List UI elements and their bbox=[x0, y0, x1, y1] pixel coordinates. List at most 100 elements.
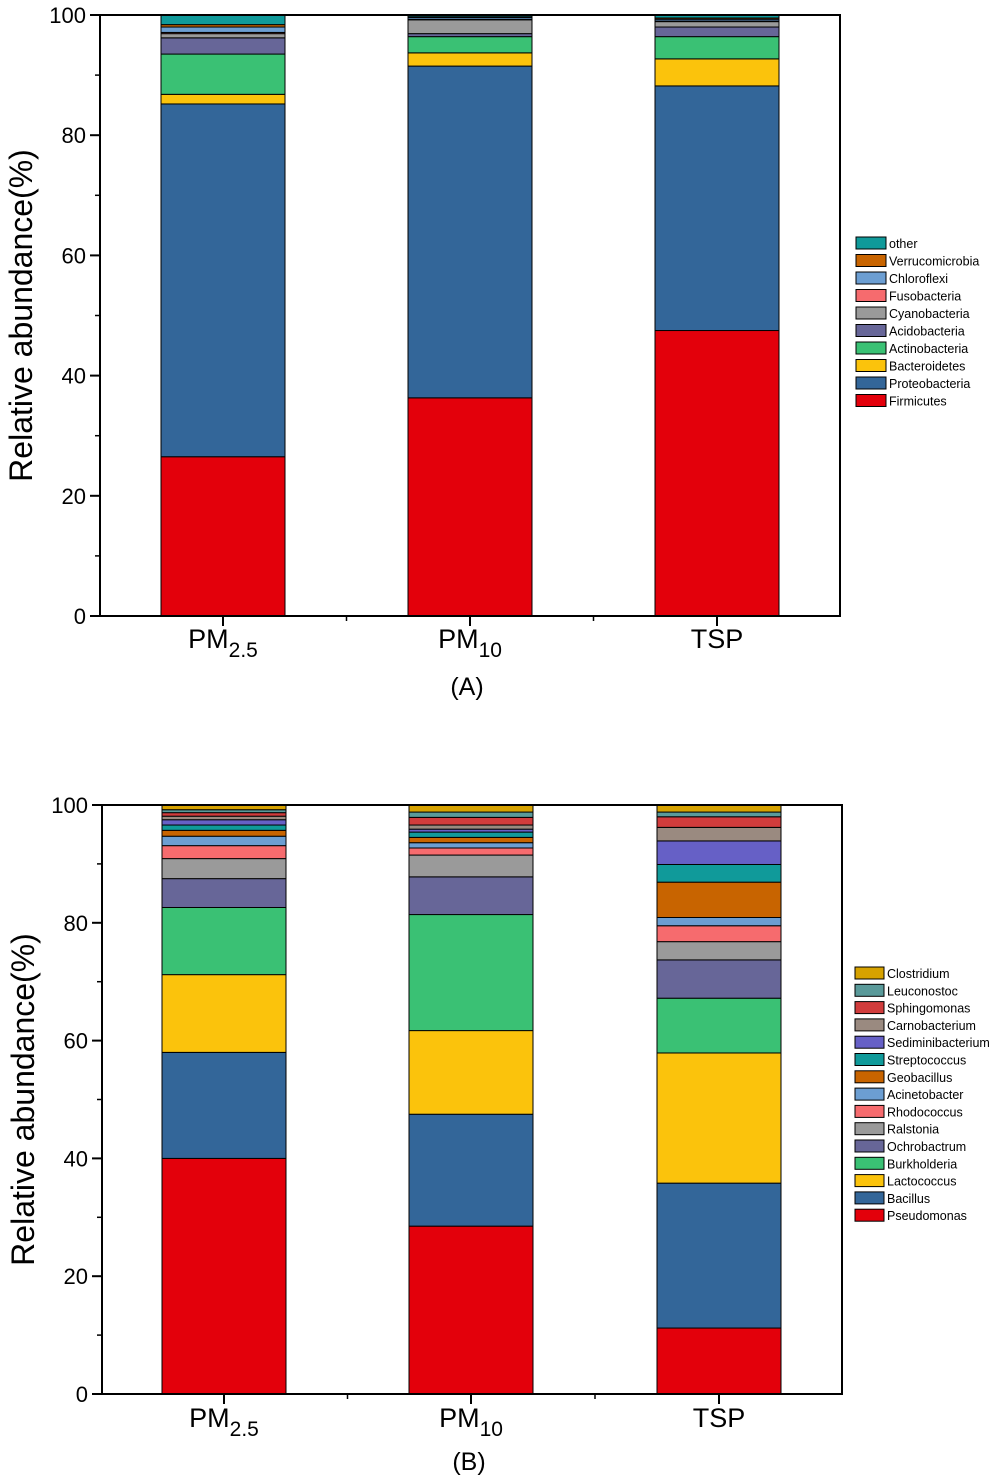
panel-b-bar-pm2-5-lactococcus bbox=[161, 974, 287, 1053]
panel-b-bar-tsp-lactococcus bbox=[656, 1052, 782, 1184]
panel-a-bar-pm10-proteobacteria bbox=[407, 65, 533, 399]
panel-b-bar-tsp-streptococcus bbox=[656, 863, 782, 883]
panel-a-bar-pm2-5-firmicutes bbox=[160, 456, 286, 617]
panel-a-legend-label-actinobacteria: Actinobacteria bbox=[889, 342, 968, 356]
panel-b-x-label-base: PM bbox=[189, 1403, 230, 1433]
panel-a-legend-swatch-firmicutes bbox=[855, 394, 887, 407]
panel-b-x-label-tsp: TSP bbox=[693, 1403, 746, 1433]
panel-a-bar-pm2-5-acidobacteria bbox=[160, 37, 286, 55]
panel-b-y-axis-title: Relative abundance(%) bbox=[5, 933, 41, 1266]
panel-b-y-tick-label-40: 40 bbox=[64, 1146, 88, 1171]
panel-a-legend-swatch-verrucomicrobia bbox=[855, 254, 887, 267]
panel-b-bar-pm10-clostridium bbox=[408, 804, 534, 813]
panel-b-legend-swatch-rhodococcus bbox=[854, 1104, 885, 1118]
panel-a-x-label-sub: 2.5 bbox=[229, 639, 258, 662]
panel-b-bar-pm2-5-rhodococcus bbox=[161, 845, 287, 860]
panel-b-y-tick-label-20: 20 bbox=[64, 1264, 88, 1289]
panel-b-legend-swatch-sphingomonas bbox=[854, 1001, 885, 1015]
panel-a-legend-label-other: other bbox=[889, 237, 918, 251]
panel-a-y-tick-label-0: 0 bbox=[74, 604, 86, 629]
panel-b-legend-label-ochrobactrum: Ochrobactrum bbox=[887, 1140, 966, 1154]
panel-b-y-tick-label-80: 80 bbox=[64, 911, 88, 936]
panel-b-bar-pm10-burkholderia bbox=[408, 914, 534, 1032]
panel-b-bar-pm2-5-sphingomonas bbox=[161, 812, 287, 817]
panel-b-legend-label-rhodococcus: Rhodococcus bbox=[887, 1105, 963, 1119]
panel-b-bar-tsp-rhodococcus bbox=[656, 925, 782, 943]
panel-b-legend-swatch-streptococcus bbox=[854, 1053, 885, 1066]
panel-a-bar-tsp-acidobacteria bbox=[654, 26, 780, 38]
panel-a-bar-pm2-5-other bbox=[160, 14, 286, 26]
panel-a-y-tick-label-100: 100 bbox=[49, 3, 86, 28]
panel-a-bar-tsp-actinobacteria bbox=[654, 36, 780, 60]
panel-a-x-label-base: PM bbox=[188, 624, 229, 654]
panel-a-bar-tsp-proteobacteria bbox=[654, 85, 780, 332]
panel-a-legend-label-fusobacteria: Fusobacteria bbox=[889, 290, 961, 304]
panel-b-legend-swatch-leuconostoc bbox=[854, 983, 885, 997]
panel-a-legend-swatch-cyanobacteria bbox=[855, 306, 887, 320]
panel-a-bar-pm2-5-cyanobacteria bbox=[160, 33, 286, 39]
panel-a-bar-pm2-5-chloroflexi bbox=[160, 26, 286, 33]
panel-b-bar-tsp-bacillus bbox=[656, 1182, 782, 1329]
panel-b-bar-pm10-ralstonia bbox=[408, 854, 534, 878]
panel-b-legend-swatch-carnobacterium bbox=[854, 1018, 885, 1032]
panel-b-panel-label: (B) bbox=[452, 1448, 485, 1476]
panel-b-legend-label-ralstonia: Ralstonia bbox=[887, 1123, 939, 1137]
panel-b-legend-label-geobacillus: Geobacillus bbox=[887, 1071, 952, 1085]
panel-b-bar-pm10-pseudomonas bbox=[408, 1225, 534, 1395]
panel-a-panel-label: (A) bbox=[450, 673, 483, 701]
panel-a-legend-label-proteobacteria: Proteobacteria bbox=[889, 377, 970, 391]
panel-a-legend-swatch-actinobacteria bbox=[855, 341, 887, 355]
panel-b-bar-pm10-ochrobactrum bbox=[408, 876, 534, 916]
panel-b-x-label-pm10: PM10 bbox=[439, 1403, 503, 1441]
panel-b-bar-pm2-5-acinetobacter bbox=[161, 835, 287, 847]
panel-b-bar-pm10-leuconostoc bbox=[408, 811, 534, 818]
panel-b-bar-tsp-pseudomonas bbox=[656, 1327, 782, 1395]
panel-a-x-label-pm2-5: PM2.5 bbox=[188, 624, 258, 662]
panel-b-x-label-base: TSP bbox=[693, 1403, 746, 1433]
panel-a-bar-pm10-actinobacteria bbox=[407, 36, 533, 54]
panel-b-legend-swatch-clostridium bbox=[854, 966, 885, 980]
panel-b-bar-tsp-ralstonia bbox=[656, 941, 782, 961]
panel-b-y-tick-label-100: 100 bbox=[51, 793, 88, 818]
panel-b-bar-tsp-carnobacterium bbox=[656, 826, 782, 842]
panel-b-legend-swatch-acinetobacter bbox=[854, 1087, 885, 1101]
panel-b-bar-pm10-carnobacterium bbox=[408, 824, 534, 830]
panel-b-bar-tsp-leuconostoc bbox=[656, 811, 782, 818]
panel-b-legend-swatch-pseudomonas bbox=[854, 1208, 885, 1222]
panel-b-legend-swatch-burkholderia bbox=[854, 1156, 885, 1170]
panel-b-bar-pm2-5-ralstonia bbox=[161, 858, 287, 880]
panel-b-bar-pm10-streptococcus bbox=[408, 831, 534, 838]
panel-a-x-label-pm10: PM10 bbox=[438, 624, 502, 662]
panel-a-bar-pm10-bacteroidetes bbox=[407, 52, 533, 67]
panel-b-x-label-sub: 2.5 bbox=[230, 1418, 259, 1441]
panel-b-legend-label-streptococcus: Streptococcus bbox=[887, 1054, 966, 1068]
panel-b-legend-label-burkholderia: Burkholderia bbox=[887, 1157, 957, 1171]
panel-a-y-tick-label-60: 60 bbox=[62, 243, 86, 268]
panel-a-legend-swatch-bacteroidetes bbox=[855, 359, 887, 372]
panel-a-x-label-base: PM bbox=[438, 624, 479, 654]
panel-b-bar-pm2-5-burkholderia bbox=[161, 906, 287, 976]
panel-a-y-tick-label-80: 80 bbox=[62, 123, 86, 148]
panel-a-bar-pm10-firmicutes bbox=[407, 397, 533, 617]
panel-b-bar-pm2-5-geobacillus bbox=[161, 829, 287, 837]
panel-a-bar-tsp-bacteroidetes bbox=[654, 58, 780, 87]
panel-b-x-label-base: PM bbox=[439, 1403, 480, 1433]
panel-a-legend-label-bacteroidetes: Bacteroidetes bbox=[889, 360, 965, 374]
panel-b-legend-swatch-bacillus bbox=[854, 1191, 885, 1205]
panel-b-legend-label-carnobacterium: Carnobacterium bbox=[887, 1019, 976, 1033]
panel-b-legend-swatch-sediminibacterium bbox=[854, 1035, 885, 1049]
panel-a-legend-swatch-chloroflexi bbox=[855, 271, 887, 285]
panel-b-bar-tsp-geobacillus bbox=[656, 881, 782, 918]
panel-b-bar-pm10-acinetobacter bbox=[408, 842, 534, 849]
panel-b-legend: Clostridium Leuconostoc Sphingomonas Carnob… bbox=[854, 966, 990, 1223]
panel-a-bar-pm2-5-bacteroidetes bbox=[160, 93, 286, 105]
panel-a-bar-pm10-cyanobacteria bbox=[407, 19, 533, 35]
panel-b-legend-label-pseudomonas: Pseudomonas bbox=[887, 1209, 967, 1223]
panel-b-bar-pm10-geobacillus bbox=[408, 836, 534, 844]
panel-a-legend: other Verrucomicrobia Chloroflexi Fusobacte… bbox=[855, 236, 979, 409]
panel-a-legend-label-chloroflexi: Chloroflexi bbox=[889, 272, 948, 286]
panel-b-legend-label-sediminibacterium: Sediminibacterium bbox=[887, 1036, 990, 1050]
panel-b-bar-pm10-sphingomonas bbox=[408, 816, 534, 826]
